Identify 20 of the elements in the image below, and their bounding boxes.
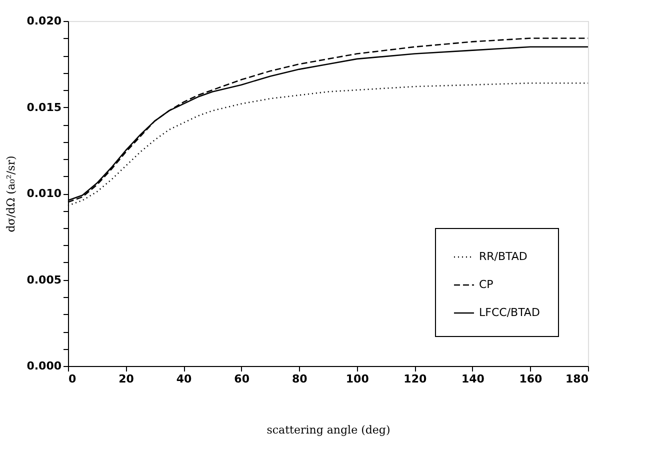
x-axis-title: scattering angle (deg) xyxy=(266,424,390,436)
y-tick-label: 0.015 xyxy=(26,100,62,114)
x-tick-label: 180 xyxy=(566,372,589,386)
legend-label: RR/BTAD xyxy=(479,250,528,263)
legend-label: LFCC/BTAD xyxy=(479,306,540,319)
y-tick-label: 0.020 xyxy=(26,14,62,28)
x-tick-label: 100 xyxy=(346,372,370,386)
x-tick-label: 160 xyxy=(519,372,543,386)
x-tick-label: 20 xyxy=(118,372,134,386)
x-tick-label: 120 xyxy=(404,372,427,386)
y-tick-label: 0.005 xyxy=(26,273,62,286)
x-tick-label: 80 xyxy=(292,372,308,386)
x-tick-label: 60 xyxy=(234,372,250,386)
y-tick-label: 0.000 xyxy=(26,360,62,372)
y-tick-label: 0.010 xyxy=(26,187,62,200)
x-tick-label: 40 xyxy=(176,372,192,386)
legend-label: CP xyxy=(479,278,494,291)
y-axis-title: dσ/dΩ (a₀²/sr) xyxy=(4,156,18,232)
x-tick-label: 0 xyxy=(68,372,76,386)
x-tick-label: 140 xyxy=(461,372,485,386)
